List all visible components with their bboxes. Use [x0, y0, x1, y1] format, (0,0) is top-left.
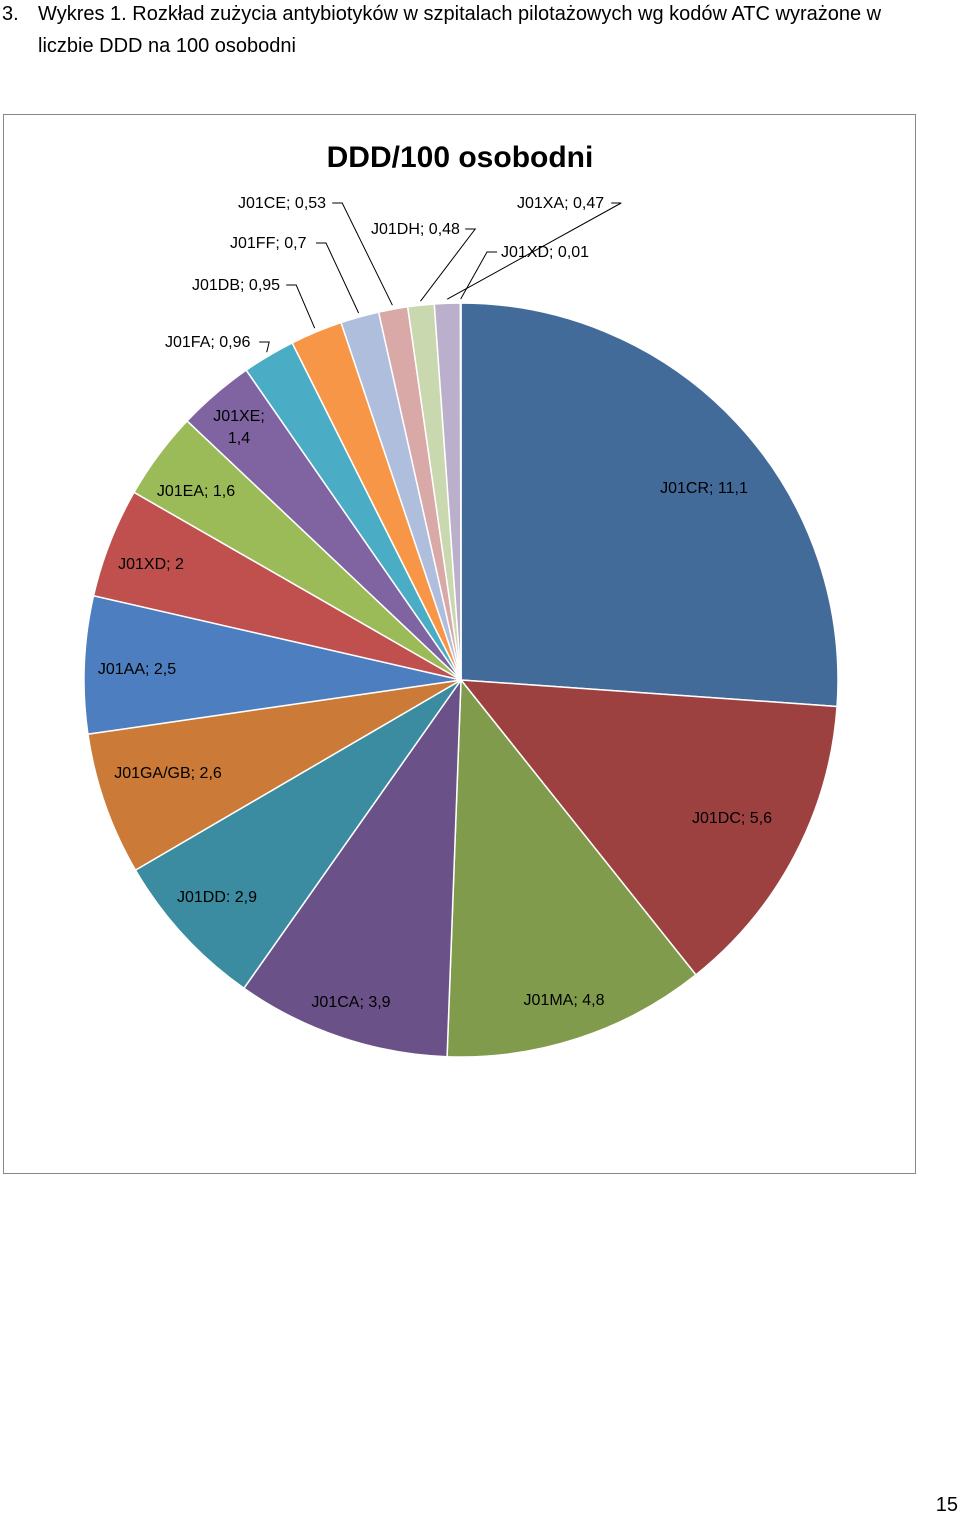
- chart-title: DDD/100 osobodni: [327, 141, 594, 174]
- data-label-j01cr: J01CR; 11,1: [660, 480, 748, 497]
- leader-line-j01db: [286, 284, 316, 329]
- data-label-j01xd: J01XD; 2: [118, 556, 184, 573]
- page-number: 15: [935, 1494, 958, 1516]
- data-label-j01dh: J01DH; 0,48: [371, 221, 460, 238]
- pie-slice-j01ma: [446, 677, 697, 1058]
- pie-slice-j01cr: [460, 302, 839, 708]
- data-label-j01dd: J01DD: 2,9: [177, 889, 257, 906]
- slices-layer: [83, 302, 839, 1058]
- data-label-j01db: J01DB; 0,95: [192, 277, 280, 294]
- pie-slice-j01ga-gb: [87, 679, 462, 872]
- leader-line-j01ce: [332, 202, 393, 306]
- data-label-j01dc: J01DC; 5,6: [692, 810, 772, 827]
- leader-line-j01fa: [259, 341, 270, 353]
- data-label-j01ea: J01EA; 1,6: [157, 483, 235, 500]
- data-label-j01ca: J01CA; 3,9: [311, 994, 390, 1011]
- chart-frame: DDD/100 osobodni J01CR; 11,1 J01DC; 5,6 J0…: [3, 114, 916, 1174]
- data-label-j01xd: J01XD; 0,01: [501, 244, 589, 261]
- data-label-j01ma: J01MA; 4,8: [524, 992, 605, 1009]
- caption-text-line-1: Wykres 1. Rozkład zużycia antybiotyków w…: [38, 3, 882, 25]
- data-label-j01aa: J01AA; 2,5: [98, 661, 176, 678]
- leader-line-j01dh: [420, 228, 477, 302]
- leader-line-j01xd: [460, 251, 497, 300]
- data-label-j01xe: J01XE; 1,4: [213, 408, 265, 447]
- pie-slice-j01ca: [242, 677, 462, 1058]
- pie-slice-j01aa: [83, 594, 462, 735]
- leader-lines-layer: [259, 202, 622, 353]
- pie-slice-j01dc: [459, 679, 838, 976]
- pie-slice-j01dd: [134, 679, 462, 990]
- leader-line-j01ff: [316, 242, 360, 314]
- data-label-j01fa: J01FA; 0,96: [165, 334, 250, 351]
- data-label-j01ce: J01CE; 0,53: [238, 195, 326, 212]
- caption-text-line-2: liczbie DDD na 100 osobodni: [38, 35, 296, 57]
- data-label-j01ff: J01FF; 0,7: [230, 235, 307, 252]
- leader-line-j01xa: [446, 202, 622, 300]
- data-labels-layer: J01CR; 11,1 J01DC; 5,6 J01MA; 4,8 J01CA; 3,…: [98, 195, 772, 1011]
- data-label-j01xa: J01XA; 0,47: [517, 195, 604, 212]
- pie-slice-j01xd: [459, 302, 462, 681]
- caption-number: 3.: [2, 3, 19, 25]
- data-label-j01ga-gb: J01GA/GB; 2,6: [114, 765, 222, 782]
